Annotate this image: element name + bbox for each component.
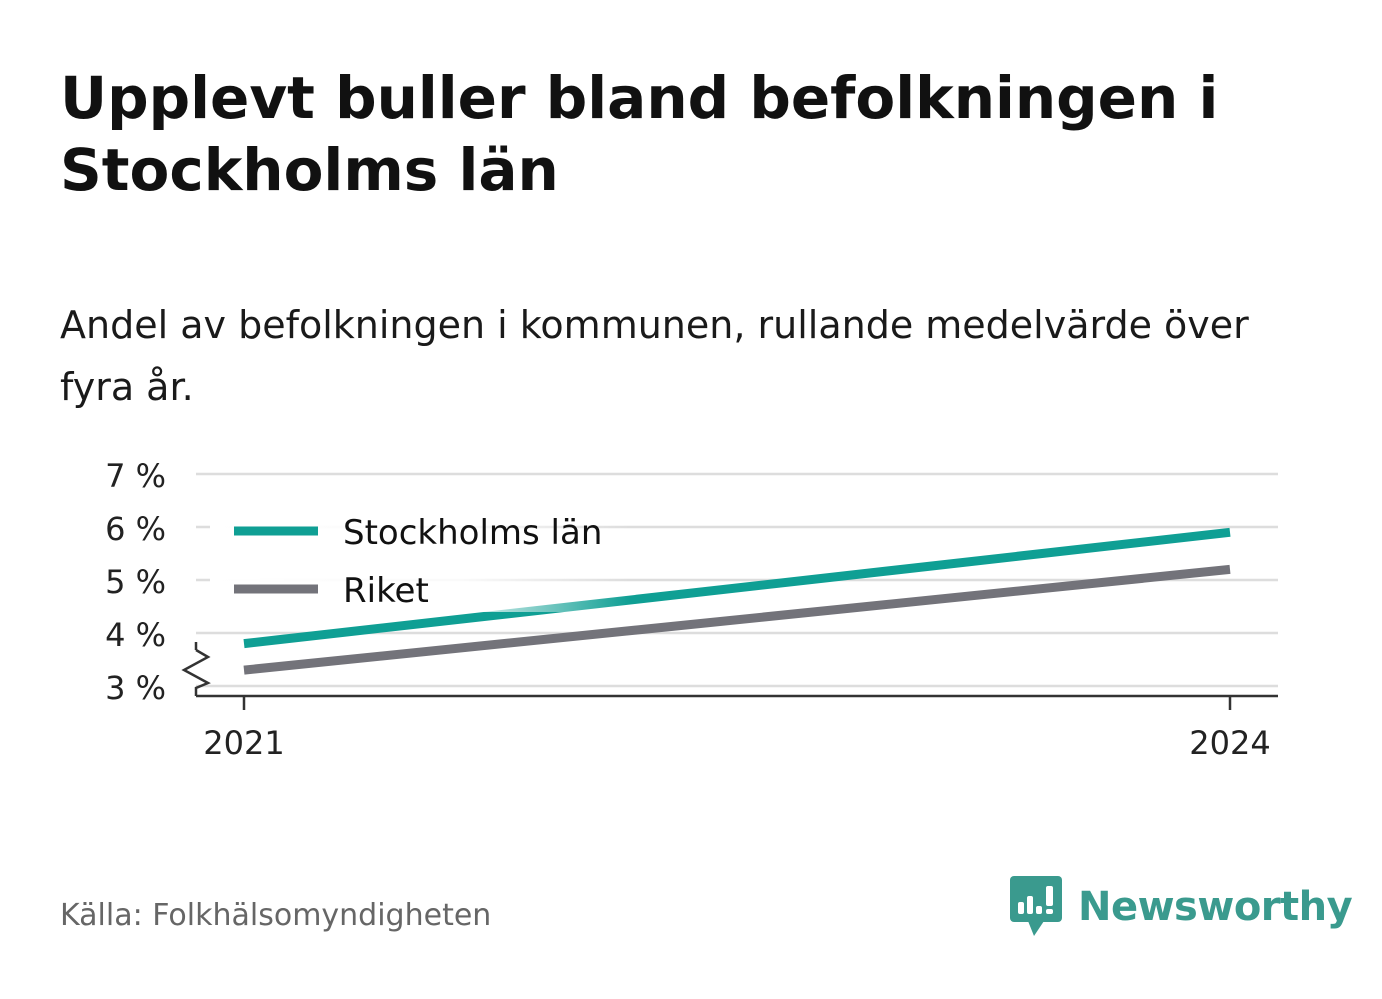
- legend: Stockholms län Riket: [210, 500, 630, 612]
- y-tick-label: 4 %: [105, 616, 166, 654]
- series-lines: [243, 527, 1231, 675]
- y-axis-break-icon: [181, 648, 211, 696]
- x-axis-tick-labels: 2021 2024: [203, 724, 1270, 762]
- series-line-riket: [243, 564, 1231, 675]
- newsworthy-logo-icon: [1010, 876, 1062, 936]
- x-tick-label: 2024: [1189, 724, 1270, 762]
- y-tick-label: 7 %: [105, 457, 166, 495]
- y-tick-label: 3 %: [105, 669, 166, 707]
- legend-label: Riket: [343, 571, 429, 611]
- brand-name: Newsworthy: [1078, 884, 1353, 930]
- y-axis-tick-labels: 3 % 4 % 5 % 6 % 7 %: [105, 457, 166, 707]
- chart-subtitle: Andel av befolkningen i kommunen, rullan…: [60, 303, 1249, 409]
- y-tick-label: 6 %: [105, 510, 166, 548]
- legend-label: Stockholms län: [343, 513, 602, 553]
- source-note: Källa: Folkhälsomyndigheten: [60, 898, 492, 933]
- series-line-stockholms-l-n: [243, 527, 1231, 649]
- newsworthy-logo: Newsworthy: [1010, 876, 1353, 938]
- y-tick-label: 5 %: [105, 563, 166, 601]
- x-tick-label: 2021: [203, 724, 284, 762]
- axes: [181, 642, 1278, 710]
- chart-title: Upplevt buller bland befolkningen i Stoc…: [60, 64, 1219, 204]
